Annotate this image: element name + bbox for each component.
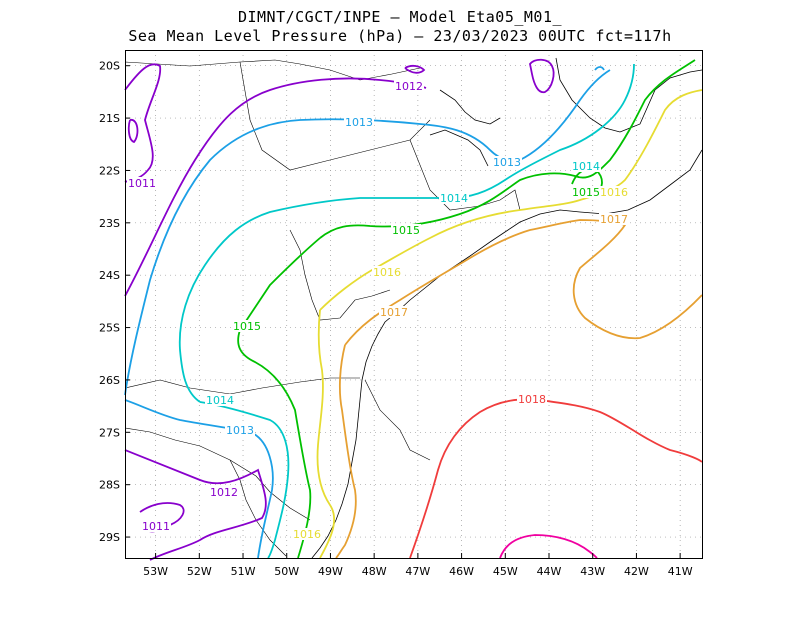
contour-label: 1012 [210, 486, 238, 499]
isobar-1011 [127, 119, 139, 144]
contour-label-bg [391, 224, 421, 236]
map-frame [125, 50, 703, 559]
contour-label-bg [492, 156, 522, 168]
x-tick-label: 42W [624, 565, 649, 578]
isobar-1011 [529, 58, 555, 94]
contour-label: 1016 [373, 266, 401, 279]
isobar-1017 [335, 344, 357, 559]
x-tick-label: 53W [143, 565, 168, 578]
isobar-1011 [124, 63, 162, 183]
x-tick-label: 43W [580, 565, 605, 578]
contour-label: 1013 [345, 116, 373, 129]
contour-label-bg [439, 192, 469, 204]
chart-title-line2: Sea Mean Level Pressure (hPa) – 23/03/20… [128, 27, 672, 45]
y-tick-label: 22S [99, 164, 120, 177]
contour-label: 1016 [293, 528, 321, 541]
contour-label: 1012 [395, 80, 423, 93]
isobar-1012 [124, 77, 427, 297]
x-tick-label: 51W [231, 565, 256, 578]
contour-label: 1011 [142, 520, 170, 533]
border-path [229, 459, 287, 557]
coastline-path [429, 129, 489, 167]
y-tick-label: 27S [99, 426, 120, 439]
coastline-path [439, 89, 501, 125]
border-path [124, 59, 421, 81]
contour-label: 1014 [206, 394, 234, 407]
contour-label: 1013 [493, 156, 521, 169]
y-tick-label: 23S [99, 217, 120, 230]
isobar-1014 [124, 63, 635, 403]
isobar-1015 [319, 59, 696, 239]
contour-label-bg [517, 393, 547, 405]
coastline [311, 57, 703, 559]
x-tick-label: 49W [318, 565, 343, 578]
isobar-1014 [199, 401, 290, 559]
isobar-1019 [499, 534, 598, 559]
y-tick-label: 25S [99, 322, 120, 335]
border-path [239, 61, 431, 171]
contour-label-bg [379, 306, 409, 318]
y-tick-label: 28S [99, 479, 120, 492]
contour-label: 1014 [572, 160, 600, 173]
chart-title-line1: DIMNT/CGCT/INPE – Model Eta05_M01_ [237, 8, 563, 26]
contour-label-bg [571, 186, 601, 198]
contour-label: 1017 [380, 306, 408, 319]
contour-label-bg [599, 213, 629, 225]
contour-label: 1017 [600, 213, 628, 226]
contour-label-bg [599, 186, 629, 198]
coastline-path [555, 57, 703, 133]
x-tick-label: 47W [405, 565, 430, 578]
grid-lines [125, 50, 702, 558]
border-path [124, 377, 360, 395]
contour-labels: 1011 1011 1012 1012 1013 1013 1013 1014 1014 1014… [127, 80, 629, 541]
y-tick-label: 20S [99, 60, 120, 73]
x-tick-label: 45W [493, 565, 518, 578]
x-tick-label: 48W [362, 565, 387, 578]
y-tick-label: 29S [99, 531, 120, 544]
contour-label-bg [127, 177, 157, 189]
contour-label: 1014 [440, 192, 468, 205]
border-path [364, 379, 431, 461]
isobar-1018 [409, 398, 703, 559]
y-tick-label: 21S [99, 112, 120, 125]
contour-label: 1015 [392, 224, 420, 237]
isobars [124, 58, 703, 561]
contour-label: 1015 [572, 186, 600, 199]
contour-label: 1011 [128, 177, 156, 190]
axis-ticks: 53W 52W 51W 50W 49W 48W 47W 46W 45W 44W 43W 42W 41W 2… [99, 60, 693, 578]
isobar-1012 [124, 449, 267, 561]
isobar-1013 [124, 69, 611, 396]
contour-label: 1018 [518, 393, 546, 406]
isobar-1012 [404, 64, 426, 74]
coastline-path [311, 149, 703, 559]
contour-label-bg [571, 160, 601, 172]
contour-label: 1015 [233, 320, 261, 333]
x-tick-label: 50W [274, 565, 299, 578]
contour-label-bg [141, 520, 171, 532]
y-tick-label: 26S [99, 374, 120, 387]
x-tick-label: 41W [668, 565, 693, 578]
x-tick-label: 46W [449, 565, 474, 578]
y-tick-label: 24S [99, 269, 120, 282]
isobar-1015 [237, 237, 321, 559]
contour-label: 1013 [226, 424, 254, 437]
x-tick-label: 44W [537, 565, 562, 578]
isobar-1017 [344, 219, 703, 346]
x-tick-label: 52W [187, 565, 212, 578]
contour-label-bg [394, 80, 424, 92]
contour-label-bg [209, 486, 239, 498]
contour-label-bg [372, 266, 402, 278]
isobar-1013 [594, 66, 605, 71]
contour-label-bg [205, 394, 235, 406]
contour-label: 1016 [600, 186, 628, 199]
isobar-1016 [316, 309, 335, 559]
contour-label-bg [344, 116, 374, 128]
contour-label-bg [292, 528, 322, 540]
contour-label-bg [232, 320, 262, 332]
contour-label-bg [225, 424, 255, 436]
